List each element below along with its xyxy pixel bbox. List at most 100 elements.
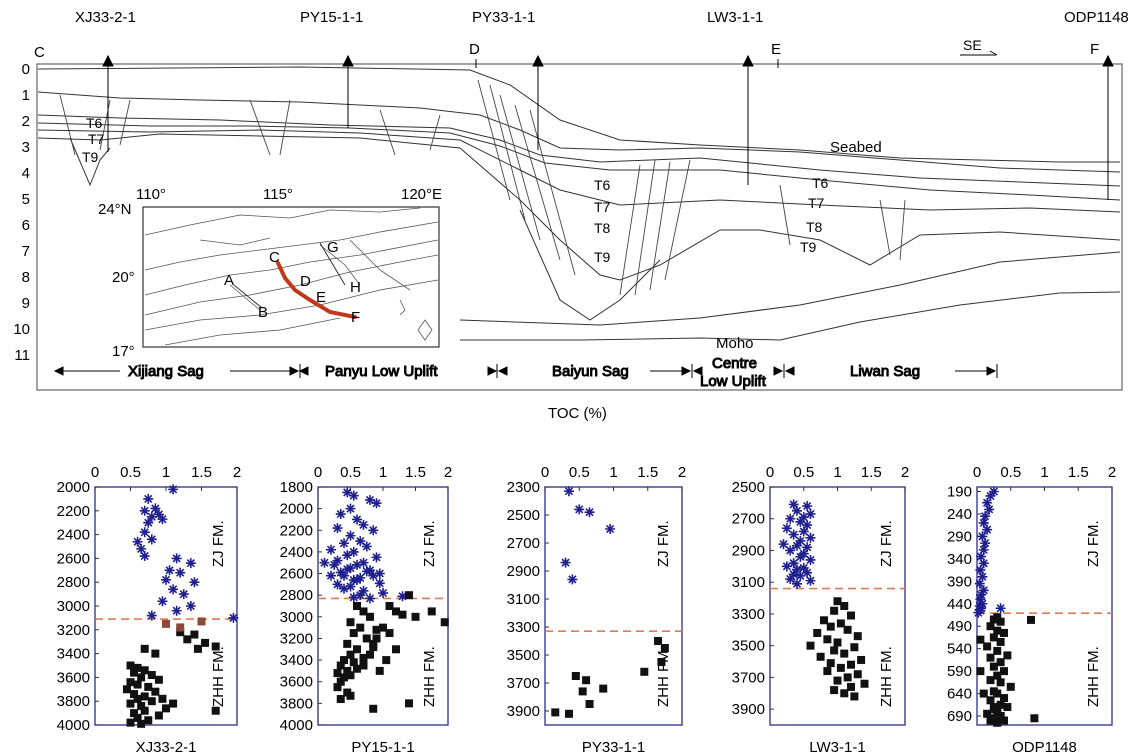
toc-point-square <box>137 701 146 710</box>
toc-point-star <box>795 570 806 581</box>
toc-point-star <box>332 523 343 534</box>
toc-point-square <box>836 663 845 672</box>
horizon-line <box>519 209 661 321</box>
y-tick-label: 540 <box>947 641 972 658</box>
moho-label: Moho <box>716 335 754 352</box>
toc-point-star <box>560 557 571 568</box>
toc-point-square <box>359 661 368 670</box>
toc-point-star <box>980 511 991 522</box>
toc-point-square <box>551 708 560 717</box>
x-tick-label: 2 <box>1108 464 1116 481</box>
y-tick-label: 3500 <box>732 638 765 655</box>
y-tick-label: 290 <box>947 528 972 545</box>
toc-point-square <box>133 694 142 703</box>
toc-point-star <box>788 529 799 540</box>
toc-point-star <box>378 588 388 599</box>
toc-point-star <box>397 591 408 602</box>
toc-point-star <box>185 601 196 611</box>
toc-point-star <box>355 590 366 601</box>
y-tick-label: 3000 <box>280 609 313 626</box>
section-point-label: E <box>771 41 781 58</box>
toc-point-star <box>978 558 989 569</box>
toc-point-star <box>977 531 988 542</box>
y-tick-label: 490 <box>947 618 972 635</box>
toc-point-square <box>585 700 594 708</box>
section-point-label: C <box>34 44 45 61</box>
toc-point-square <box>571 672 580 680</box>
toc-point-square <box>823 635 832 644</box>
y-tick-label: 2000 <box>280 501 313 518</box>
toc-point-square <box>833 638 842 647</box>
horizon-label: T6 <box>594 177 611 193</box>
x-tick-label: 0.5 <box>569 464 590 481</box>
y-tick-label: 3100 <box>507 591 540 608</box>
toc-point-square <box>640 667 649 676</box>
y-tick-label: 2200 <box>280 522 313 539</box>
toc-point-star <box>978 517 989 528</box>
seabed-line <box>37 66 1120 163</box>
toc-point-square <box>343 666 352 675</box>
toc-point-square <box>830 606 839 615</box>
toc-point-star <box>157 514 168 525</box>
y-tick-label: 690 <box>947 708 972 725</box>
horizon-line <box>37 133 1121 281</box>
horizon-line <box>460 291 1121 341</box>
y-tick-label: 3800 <box>57 693 90 710</box>
map-point-label: G <box>327 239 339 256</box>
toc-point-square <box>1006 682 1015 691</box>
toc-point-square <box>405 699 413 708</box>
horizon-label: T7 <box>594 199 611 215</box>
formation-label: ZHH FM. <box>655 646 672 707</box>
toc-point-star <box>146 534 157 545</box>
toc-point-star <box>778 539 789 550</box>
y-tick-label: 2900 <box>507 563 540 580</box>
toc-point-star <box>326 544 336 555</box>
toc-point-square <box>158 694 167 703</box>
toc-point-square <box>996 712 1005 721</box>
x-tick-label: 1 <box>609 464 617 481</box>
toc-point-square <box>983 709 992 718</box>
toc-point-star <box>374 578 385 589</box>
y-tick-label: 340 <box>947 551 972 568</box>
toc-point-square <box>993 646 1002 655</box>
toc-point-square <box>336 661 345 670</box>
depth-tick: 4 <box>22 165 30 182</box>
depth-tick: 10 <box>13 321 30 338</box>
y-tick-label: 4000 <box>280 717 313 734</box>
toc-point-star <box>605 524 616 534</box>
toc-point-star <box>802 520 813 531</box>
toc-point-square <box>1027 615 1035 624</box>
toc-point-star <box>348 592 359 603</box>
toc-point-square <box>986 653 995 662</box>
section-line-cf <box>276 261 357 319</box>
unit-label: Xijiang Sag <box>128 363 204 380</box>
x-tick-label: 0.5 <box>1000 464 1021 481</box>
y-tick-label: 4000 <box>57 717 90 734</box>
toc-point-square <box>993 671 1002 680</box>
toc-point-star <box>798 512 809 523</box>
y-tick-label: 2500 <box>507 507 540 524</box>
y-tick-label: 3400 <box>57 646 90 663</box>
toc-point-square <box>826 622 835 631</box>
toc-point-square <box>353 664 361 673</box>
toc-point-square <box>162 619 170 628</box>
direction-arrow-icon <box>960 50 998 56</box>
toc-point-star <box>332 579 343 590</box>
toc-point-square <box>126 718 135 727</box>
toc-axis-label: TOC (%) <box>548 405 607 422</box>
toc-point-star <box>339 583 349 594</box>
horizon-label: T9 <box>594 249 611 265</box>
unit-label: Baiyun Sag <box>552 363 629 380</box>
toc-point-star <box>132 536 143 547</box>
toc-point-star <box>157 596 168 607</box>
formation-label: ZJ FM. <box>878 520 895 567</box>
well-label: PY15-1-1 <box>300 9 363 26</box>
section-point-label: D <box>469 41 480 58</box>
toc-point-star <box>171 553 182 564</box>
horizon-label: T7 <box>88 131 105 147</box>
toc-point-square <box>850 643 859 652</box>
toc-point-star <box>339 570 349 581</box>
toc-point-square <box>340 656 348 665</box>
toc-point-square <box>989 633 998 642</box>
toc-point-square <box>427 607 436 616</box>
